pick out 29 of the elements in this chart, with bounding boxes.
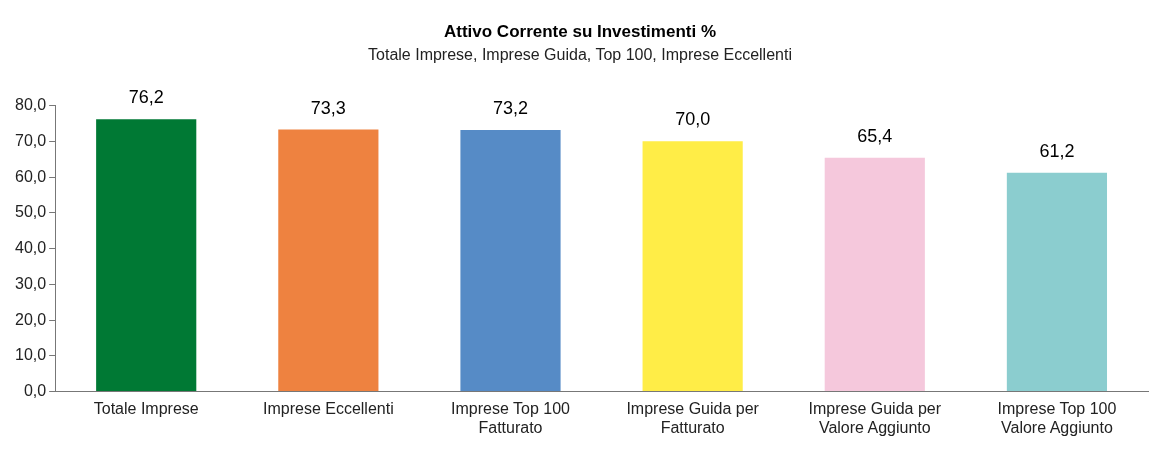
bar [96,119,197,392]
bar [1006,172,1108,392]
y-tick-label: 70,0 [15,131,47,149]
data-label: 73,3 [310,97,346,118]
x-tick-label: Imprese Guida per Fatturato [626,399,760,436]
bar [642,141,743,392]
bar [824,157,925,392]
bar [460,129,561,392]
bar [278,129,379,392]
x-tick-label: Totale Imprese [93,399,199,417]
data-label: 73,2 [492,97,529,118]
x-tick-label: Imprese Eccellenti [263,399,394,417]
data-label: 61,2 [1039,140,1075,161]
y-tick-label: 20,0 [15,310,47,328]
y-tick-label: 10,0 [15,346,47,364]
data-label: 70,0 [675,109,711,130]
data-label: 65,4 [857,125,893,146]
y-tick-label: 0,0 [23,382,47,400]
y-tick-label: 80,0 [15,96,47,114]
x-tick-label: Imprese Top 100 Valore Aggiunto [997,399,1117,436]
y-tick-label: 60,0 [15,167,47,185]
data-label: 76,2 [128,87,164,108]
y-tick-label: 30,0 [15,274,47,292]
x-tick-label: Imprese Top 100 Fatturato [451,399,571,436]
chart-subtitle: Totale Imprese, Imprese Guida, Top 100, Imprese Eccellenti [368,46,792,64]
chart-title: Attivo Corrente su Investimenti % [443,21,717,41]
y-tick-label: 40,0 [15,239,47,257]
x-tick-label: Imprese Guida per Valore Aggiunto [808,399,942,436]
y-tick-label: 50,0 [15,203,47,221]
